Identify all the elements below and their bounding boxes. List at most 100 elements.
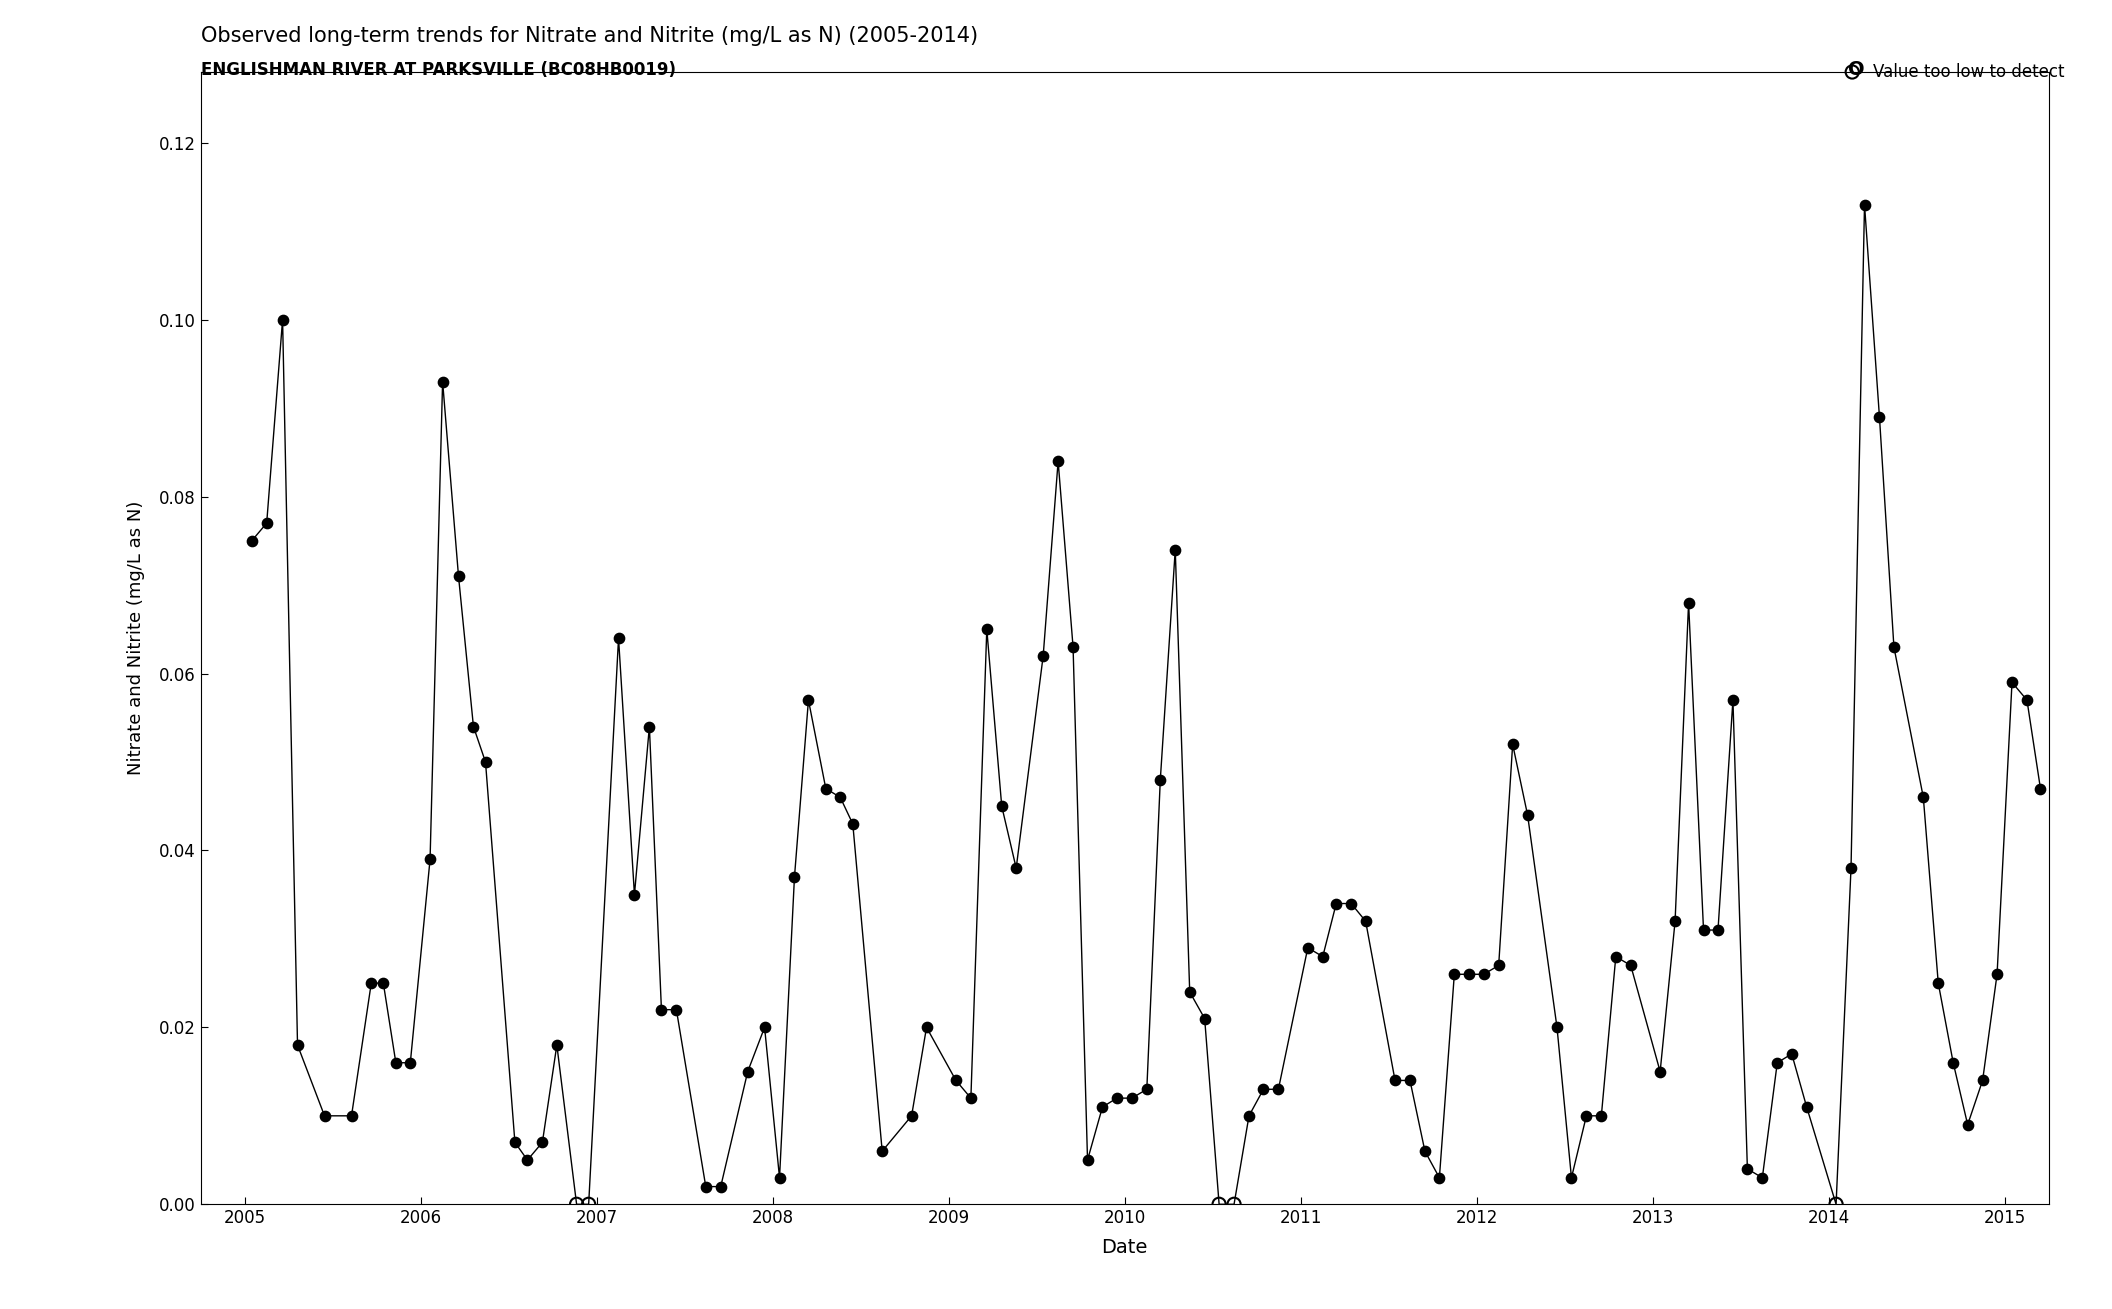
Point (1833, 857, 1867, 878)
Text: ENGLISHMAN RIVER AT PARKSVILLE (BC08HB0019): ENGLISHMAN RIVER AT PARKSVILLE (BC08HB00… (201, 60, 676, 79)
Point (1789, 1097, 1823, 1118)
Point (1423, 1168, 1457, 1189)
Point (1730, 1158, 1764, 1179)
Point (866, 1140, 900, 1161)
Point (617, 884, 650, 905)
Point (355, 973, 389, 994)
Point (1320, 893, 1354, 914)
Point (1438, 963, 1472, 984)
Point (249, 513, 283, 534)
Point (1599, 946, 1633, 967)
Point (940, 1069, 974, 1090)
Point (1335, 893, 1369, 914)
Point (365, 973, 399, 994)
Point (1483, 956, 1516, 977)
Point (511, 1149, 545, 1170)
Point (1409, 1140, 1442, 1161)
Point (1584, 1105, 1618, 1126)
Point (1187, 1008, 1221, 1029)
Point (234, 530, 268, 551)
Point (526, 1132, 560, 1153)
Point (689, 1175, 722, 1196)
Point (644, 999, 678, 1020)
Point (266, 309, 300, 330)
Point (1041, 450, 1075, 471)
Point (1130, 1079, 1164, 1100)
Point (456, 716, 490, 737)
Point (836, 813, 870, 834)
X-axis label: Date: Date (1102, 1238, 1147, 1257)
Point (1056, 636, 1090, 657)
Point (393, 1052, 427, 1073)
Text: O: O (1848, 59, 1865, 79)
Text: Observed long-term trends for Nitrate and Nitrite (mg/L as N) (2005-2014): Observed long-term trends for Nitrate an… (201, 26, 978, 46)
Point (1658, 911, 1692, 932)
Point (1026, 645, 1060, 666)
Point (1305, 946, 1339, 967)
Point (469, 751, 503, 772)
Point (2011, 690, 2044, 711)
Point (1290, 937, 1324, 958)
Point (1848, 194, 1882, 215)
Point (1246, 1079, 1280, 1100)
Point (441, 565, 475, 586)
Point (1379, 1069, 1413, 1090)
Point (1510, 805, 1544, 826)
Point (1818, 1194, 1852, 1215)
Point (1350, 911, 1383, 932)
Point (1863, 407, 1897, 428)
Point (1231, 1105, 1265, 1126)
Point (1495, 734, 1529, 755)
Point (1261, 1079, 1295, 1100)
Point (572, 1194, 606, 1215)
Point (1071, 1149, 1105, 1170)
Point (1202, 1194, 1236, 1215)
Point (602, 628, 636, 649)
Point (1717, 690, 1751, 711)
Point (1643, 1062, 1677, 1083)
Point (560, 1194, 593, 1215)
Point (703, 1175, 737, 1196)
Point (1907, 787, 1941, 808)
Point (498, 1132, 532, 1153)
Point (281, 1034, 315, 1055)
Point (792, 690, 826, 711)
Y-axis label: Nitrate and Nitrite (mg/L as N): Nitrate and Nitrite (mg/L as N) (127, 501, 146, 775)
Point (1835, 62, 1869, 82)
Point (1761, 1052, 1795, 1073)
Point (1157, 539, 1191, 560)
Point (809, 778, 843, 798)
Point (1774, 1043, 1808, 1064)
Point (969, 619, 1003, 640)
Point (984, 796, 1018, 817)
Point (777, 867, 811, 888)
Point (1451, 963, 1485, 984)
Point (1687, 920, 1721, 941)
Point (1937, 1052, 1970, 1073)
Point (1100, 1088, 1134, 1109)
Text: Value too low to detect: Value too low to detect (1873, 63, 2066, 81)
Point (1143, 770, 1176, 791)
Point (1217, 1194, 1250, 1215)
Point (414, 848, 448, 869)
Point (1614, 956, 1647, 977)
Point (378, 1052, 412, 1073)
Point (1966, 1069, 2000, 1090)
Point (1951, 1114, 1985, 1135)
Point (999, 857, 1033, 878)
Point (1922, 973, 1956, 994)
Point (1115, 1088, 1149, 1109)
Point (910, 1017, 944, 1038)
Point (1673, 592, 1706, 613)
Point (824, 787, 857, 808)
Point (1700, 920, 1734, 941)
Point (955, 1088, 988, 1109)
Point (1468, 963, 1502, 984)
Point (1569, 1105, 1603, 1126)
Point (1172, 982, 1206, 1003)
Point (1554, 1168, 1588, 1189)
Point (895, 1105, 929, 1126)
Point (541, 1034, 574, 1055)
Point (1745, 1168, 1778, 1189)
Point (334, 1105, 367, 1126)
